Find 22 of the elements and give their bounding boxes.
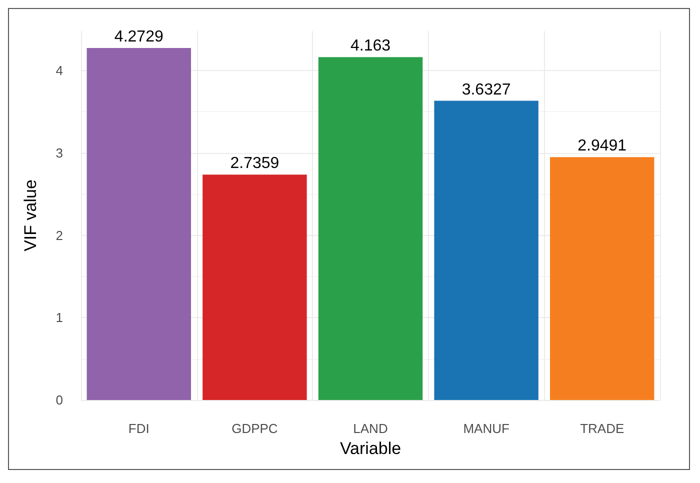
x-tick-label: MANUF — [463, 421, 510, 436]
data-label: 4.163 — [350, 38, 391, 55]
data-label: 3.6327 — [462, 81, 511, 98]
y-tick-label: 4 — [56, 63, 63, 78]
bar — [550, 157, 654, 400]
x-tick-label: TRADE — [580, 421, 624, 436]
data-label: 4.2729 — [114, 28, 164, 46]
x-tick-label: FDI — [128, 421, 150, 436]
y-tick-label: 2 — [56, 228, 63, 243]
y-tick-label: 0 — [56, 392, 63, 408]
data-label: 2.9491 — [578, 138, 627, 155]
bar — [202, 174, 307, 400]
bar — [86, 48, 192, 400]
y-tick-label: 3 — [56, 145, 63, 160]
bar — [318, 57, 423, 400]
y-tick-label: 1 — [56, 310, 63, 326]
bar — [434, 100, 538, 400]
x-tick-label: GDPPC — [232, 421, 278, 436]
data-label: 2.7359 — [230, 155, 280, 172]
y-axis-title: VIF value — [21, 180, 40, 252]
x-tick-label: LAND — [353, 421, 388, 436]
x-axis-title: Variable — [340, 439, 402, 458]
